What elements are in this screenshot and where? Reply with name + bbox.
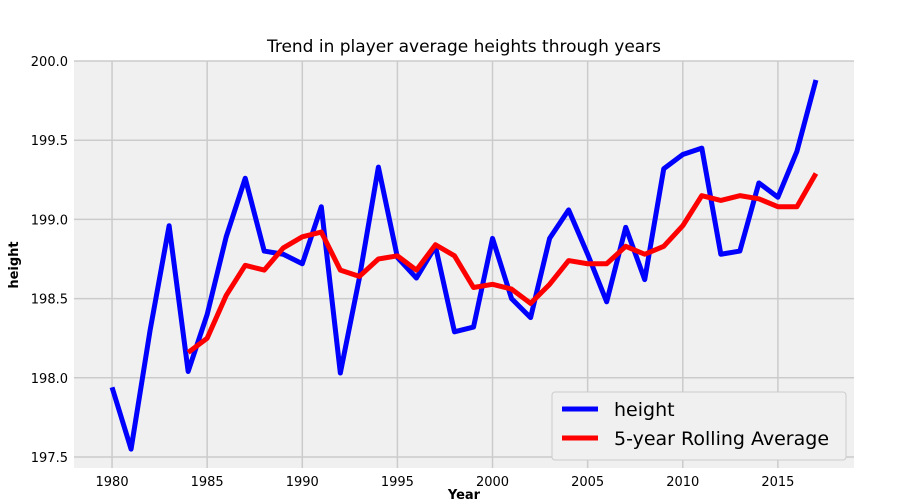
chart-title: Trend in player average heights through … <box>266 37 661 57</box>
x-tick-label: 2000 <box>476 475 509 490</box>
y-axis-label: height <box>7 241 22 288</box>
x-tick-label: 1980 <box>96 475 129 490</box>
x-tick-label: 2005 <box>571 475 604 490</box>
y-tick-label: 199.5 <box>31 134 68 149</box>
x-tick-label: 1995 <box>381 475 414 490</box>
legend: height 5-year Rolling Average <box>551 391 847 461</box>
x-tick-label: 2010 <box>666 475 699 490</box>
x-tick-label: 1985 <box>191 475 224 490</box>
y-tick-label: 198.0 <box>31 372 68 387</box>
series-line-rolling-average <box>186 172 819 355</box>
legend-label: 5-year Rolling Average <box>614 428 829 450</box>
tick-labels: 1980 1985 1990 1995 2000 2005 2010 2015 197.5 198… <box>31 55 795 490</box>
y-tick-label: 199.0 <box>31 213 68 228</box>
x-tick-label: 2015 <box>761 475 794 490</box>
x-tick-label: 1990 <box>286 475 319 490</box>
legend-label: height <box>614 399 675 421</box>
y-tick-label: 198.5 <box>31 293 68 308</box>
series-line-height <box>109 79 819 452</box>
x-axis-label: Year <box>447 488 481 500</box>
y-tick-label: 197.5 <box>31 451 68 466</box>
y-tick-label: 200.0 <box>31 55 68 70</box>
series-layer <box>109 79 819 452</box>
legend-box <box>551 391 847 461</box>
